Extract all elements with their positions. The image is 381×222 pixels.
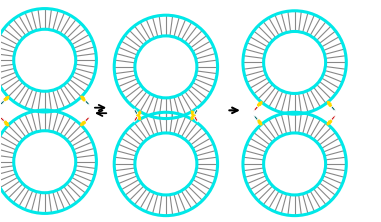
Polygon shape (85, 100, 90, 105)
Circle shape (14, 131, 76, 193)
Polygon shape (254, 115, 258, 120)
Circle shape (264, 133, 326, 195)
Polygon shape (194, 116, 198, 122)
Circle shape (264, 32, 326, 93)
Polygon shape (331, 115, 336, 120)
Polygon shape (254, 106, 258, 111)
Polygon shape (134, 109, 138, 115)
Circle shape (135, 133, 197, 195)
Circle shape (135, 36, 197, 98)
Circle shape (14, 29, 76, 91)
Polygon shape (0, 117, 5, 122)
Polygon shape (85, 117, 90, 122)
Polygon shape (0, 100, 5, 105)
Polygon shape (194, 109, 198, 115)
Polygon shape (134, 116, 138, 122)
Polygon shape (331, 106, 336, 111)
